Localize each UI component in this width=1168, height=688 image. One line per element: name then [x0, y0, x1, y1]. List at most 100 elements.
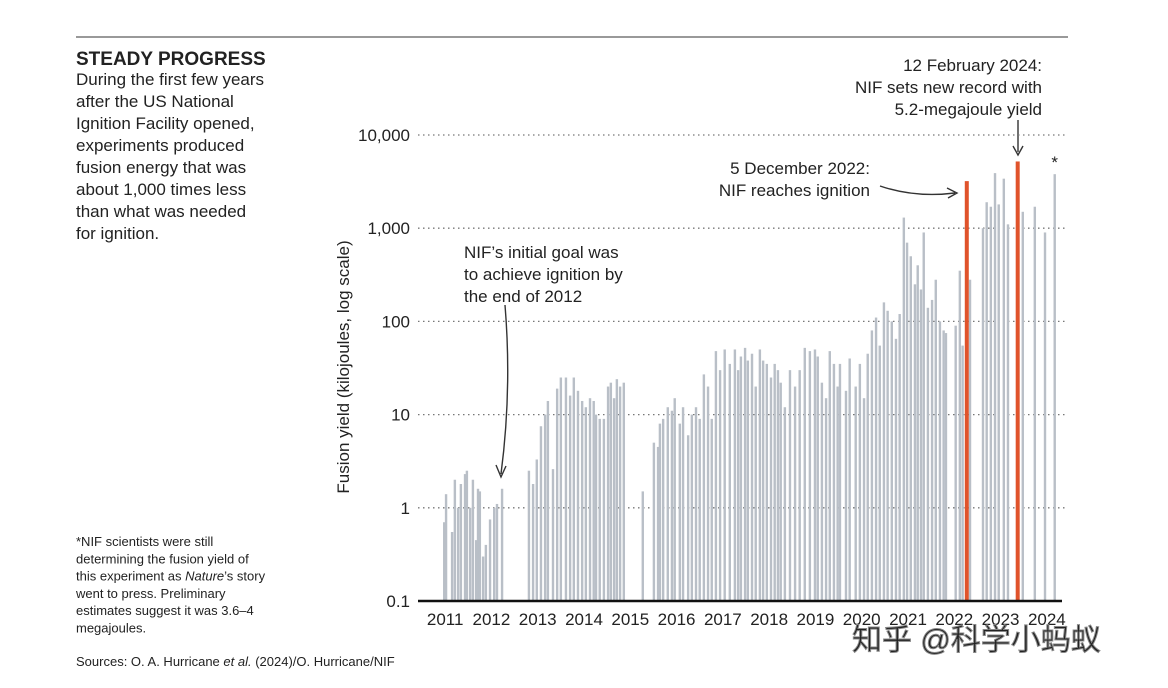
- footnote-line-part: estimates suggest it was 3.6–4: [76, 603, 254, 618]
- bar: [890, 321, 893, 601]
- bar: [750, 353, 754, 601]
- x-tick-label: 2011: [427, 610, 464, 629]
- description-line: about 1,000 times less: [76, 180, 246, 199]
- y-tick-label: 1: [401, 499, 410, 518]
- bar: [656, 446, 660, 601]
- bar: [968, 279, 972, 601]
- arrow: [879, 185, 959, 199]
- bar: [958, 270, 962, 601]
- bar: [564, 377, 568, 601]
- bar: [465, 470, 469, 601]
- bar: [862, 398, 866, 601]
- bar: [964, 181, 969, 601]
- bar: [894, 338, 898, 601]
- arrow: [1012, 120, 1024, 157]
- bar: [592, 400, 595, 601]
- x-tick-label: 2016: [658, 610, 696, 629]
- source: Sources: O. A. Hurricane et al. (2024)/O…: [76, 654, 395, 669]
- bar: [788, 370, 792, 601]
- bar: [761, 360, 765, 601]
- bar: [453, 479, 457, 601]
- bar: [678, 423, 682, 601]
- bar: [484, 544, 488, 601]
- bar: [1053, 174, 1056, 601]
- y-axis-label: Fusion yield (kilojoules, log scale): [334, 240, 353, 493]
- chart-title: STEADY PROGRESS: [76, 49, 266, 70]
- bar: [478, 491, 482, 601]
- bar: [493, 507, 496, 601]
- bar: [468, 507, 472, 601]
- bar: [612, 398, 616, 601]
- bar: [798, 370, 801, 601]
- x-tick-label: 2014: [565, 610, 603, 629]
- footnote-line-part: determining the fusion yield of: [76, 551, 249, 566]
- bar: [450, 531, 454, 601]
- bar: [661, 418, 665, 601]
- x-tick-label: 2021: [889, 610, 927, 629]
- description-line: for ignition.: [76, 224, 159, 243]
- bar: [658, 423, 662, 601]
- footnote-line: estimates suggest it was 3.6–4: [76, 603, 254, 618]
- bar: [555, 388, 559, 601]
- description-line: During the first few years: [76, 70, 264, 89]
- bar: [773, 363, 776, 601]
- bar: [666, 407, 669, 601]
- bar: [1033, 206, 1037, 601]
- x-tick-label: 2013: [519, 610, 557, 629]
- source-part: Sources: O. A. Hurricane: [76, 654, 223, 669]
- bar: [944, 333, 948, 601]
- y-tick-label: 10,000: [358, 126, 410, 145]
- bar: [954, 325, 957, 601]
- bar: [844, 390, 848, 601]
- x-tick-label: 2022: [935, 610, 973, 629]
- source-part: (2024)/O. Hurricane/NIF: [252, 654, 395, 669]
- footnote-line: this experiment as Nature’s story: [76, 569, 266, 584]
- x-tick-label: 2020: [843, 610, 881, 629]
- bar: [535, 459, 538, 601]
- bar: [622, 382, 626, 601]
- bar: [1006, 224, 1010, 601]
- x-tick-label: 2017: [704, 610, 742, 629]
- source-part: et al.: [223, 654, 251, 669]
- bar: [580, 400, 584, 601]
- description-line: than what was needed: [76, 202, 246, 221]
- bar: [456, 507, 460, 601]
- bar: [714, 351, 718, 601]
- bar: [1021, 211, 1024, 601]
- bar: [993, 173, 997, 601]
- bar: [848, 358, 851, 601]
- footnote-line-part: megajoules.: [76, 621, 146, 636]
- bar: [930, 299, 934, 601]
- x-tick-label: 2019: [797, 610, 835, 629]
- description-line: after the US National: [76, 92, 234, 111]
- footnote-line: *NIF scientists were still: [76, 534, 213, 549]
- bar: [858, 363, 862, 601]
- bar: [878, 345, 881, 601]
- x-tick-label: 2012: [473, 610, 511, 629]
- bar: [882, 302, 886, 601]
- bar: [594, 414, 598, 601]
- bar: [641, 491, 644, 601]
- annotation: 12 February 2024:: [903, 56, 1042, 75]
- bar: [443, 522, 446, 601]
- bar: [938, 321, 942, 601]
- bar: [527, 470, 531, 601]
- bar: [728, 363, 731, 601]
- x-tick-label: 2015: [611, 610, 649, 629]
- bar: [602, 418, 606, 601]
- y-tick-label: 10: [391, 406, 410, 425]
- bar: [803, 347, 806, 601]
- bar: [694, 407, 698, 601]
- bar: [961, 345, 964, 601]
- annotation: the end of 2012: [464, 287, 582, 306]
- bar: [919, 289, 923, 601]
- bar: [481, 556, 485, 601]
- bar: [765, 363, 769, 601]
- bar: [459, 484, 463, 601]
- bar: [733, 349, 737, 601]
- bar: [836, 386, 839, 601]
- bar: [686, 435, 690, 601]
- bar: [559, 377, 563, 601]
- bar: [463, 474, 467, 601]
- y-tick-label: 100: [382, 312, 410, 331]
